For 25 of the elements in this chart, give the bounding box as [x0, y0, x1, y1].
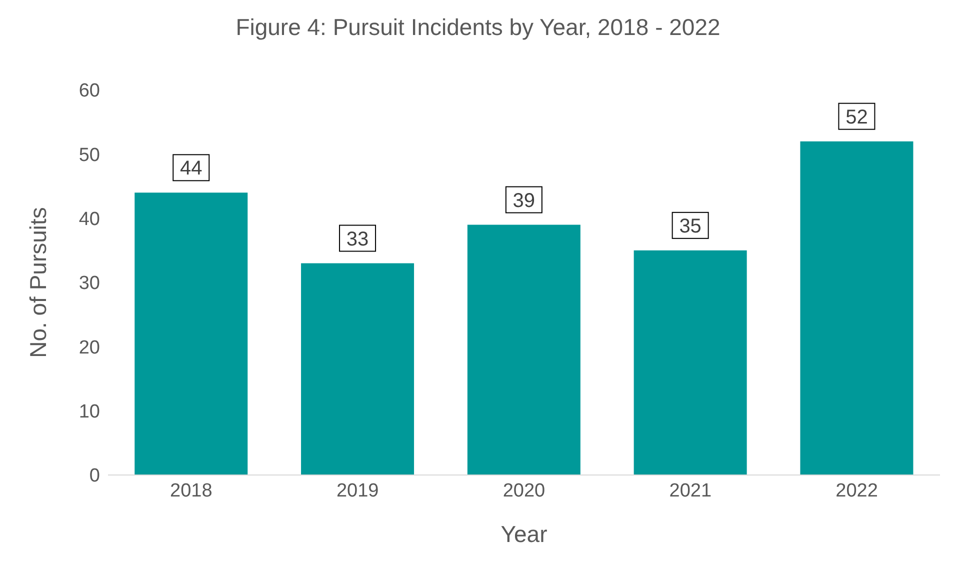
data-label: 35 [679, 215, 702, 238]
y-axis-title: No. of Pursuits [25, 207, 52, 358]
y-tick-label: 50 [78, 144, 100, 166]
x-axis-title: Year [500, 521, 548, 547]
y-tick-label: 0 [89, 466, 100, 487]
y-tick-label: 60 [78, 80, 100, 102]
x-tick-label: 2020 [502, 480, 546, 502]
bar [467, 224, 580, 475]
data-label: 52 [846, 106, 868, 128]
y-tick-label: 40 [78, 209, 100, 230]
bar [800, 141, 914, 475]
y-tick-label: 10 [78, 402, 100, 423]
bar [634, 250, 747, 475]
bar [134, 192, 248, 475]
data-label: 39 [512, 190, 536, 212]
data-label: 44 [180, 158, 202, 180]
x-tick-label: 2021 [669, 480, 712, 502]
x-tick-label: 2018 [170, 480, 212, 502]
x-tick-label: 2022 [836, 480, 878, 502]
bar [301, 263, 414, 475]
chart-title: Figure 4: Pursuit Incidents by Year, 2018 - 2022 [234, 14, 722, 41]
data-label: 33 [346, 228, 369, 250]
x-tick-label: 2019 [336, 480, 379, 502]
y-tick-label: 30 [78, 273, 100, 294]
y-tick-label: 20 [78, 337, 100, 358]
